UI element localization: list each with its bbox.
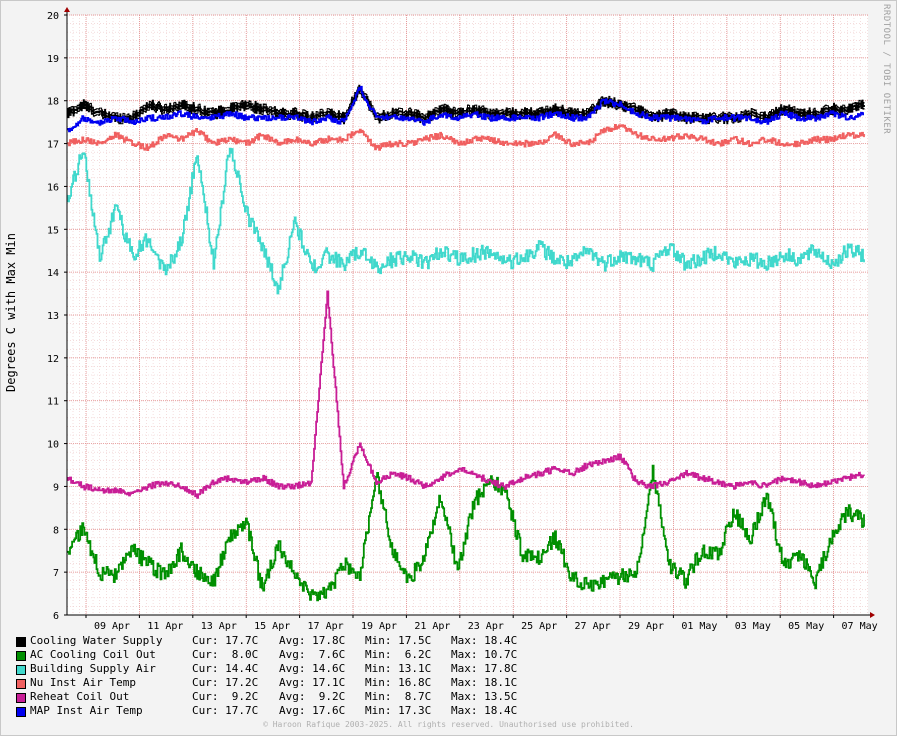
y-axis-label: Degrees C with Max Min (4, 233, 18, 392)
x-tick-label: 03 May (735, 621, 771, 632)
legend-avg-value: Avg: 17.8C (279, 634, 346, 647)
y-tick-label: 20 (47, 11, 59, 22)
legend-max-value: Max: 10.7C (451, 648, 518, 661)
legend-avg-value: Avg: 14.6C (279, 662, 346, 675)
y-tick-label: 12 (47, 354, 59, 365)
y-tick-label: 7 (53, 568, 59, 579)
y-tick-label: 16 (47, 182, 59, 193)
legend-min-value: Min: 17.5C (365, 634, 432, 647)
legend-avg-value: Avg: 17.1C (279, 676, 346, 689)
x-tick-label: 27 Apr (575, 621, 611, 632)
legend-cur-value: Cur: 9.2C (192, 690, 259, 703)
legend-cur-value: Cur: 17.7C (192, 634, 259, 647)
legend-swatch (16, 707, 26, 717)
axes: 6 7 8 9 10 11 12 13 14 15 16 17 18 19 20 09 Apr 11 Apr 13… (47, 7, 878, 632)
legend-max-value: Max: 13.5C (451, 690, 518, 703)
copyright-notice: © Haroon Rafique 2003-2025. All rights r… (263, 720, 634, 729)
x-tick-label: 07 May (842, 621, 878, 632)
legend-min-value: Min: 8.7C (365, 690, 432, 703)
y-tick-label: 19 (47, 54, 59, 65)
rrdtool-watermark: RRDTOOL / TOBI OETIKER (881, 4, 891, 135)
legend-cur-value: Cur: 14.4C (192, 662, 259, 675)
legend-min-value: Min: 16.8C (365, 676, 432, 689)
legend-series-name: MAP Inst Air Temp (30, 704, 143, 717)
x-tick-label: 01 May (681, 621, 717, 632)
legend-series-name: Nu Inst Air Temp (30, 676, 136, 689)
legend-swatch (16, 693, 26, 703)
legend-min-value: Min: 17.3C (365, 704, 432, 717)
y-tick-label: 8 (53, 525, 59, 536)
series-line-map-inst-air-temp (67, 85, 864, 133)
legend-cur-value: Cur: 17.7C (192, 704, 259, 717)
y-tick-label: 17 (47, 140, 59, 151)
y-tick-label: 13 (47, 311, 59, 322)
legend-min-value: Min: 13.1C (365, 662, 432, 675)
legend-series-name: Cooling Water Supply (30, 634, 163, 647)
x-axis-arrow (870, 612, 875, 618)
x-tick-label: 17 Apr (308, 621, 344, 632)
series-line-reheat-coil-out (67, 290, 865, 499)
legend-swatch (16, 665, 26, 675)
legend-swatch (16, 637, 26, 647)
y-tick-label: 10 (47, 440, 59, 451)
legend-swatch (16, 679, 26, 689)
x-tick-label: 11 Apr (147, 621, 183, 632)
x-tick-label: 25 Apr (521, 621, 557, 632)
y-axis-arrow (64, 7, 70, 12)
y-tick-label: 15 (47, 225, 59, 236)
x-tick-label: 21 Apr (414, 621, 450, 632)
legend-min-value: Min: 6.2C (365, 648, 432, 661)
legend-series-name: Building Supply Air (30, 662, 156, 675)
y-tick-label: 9 (53, 482, 59, 493)
series-line-building-supply-air (67, 147, 865, 295)
series-layer (67, 84, 865, 602)
x-tick-label: 15 Apr (254, 621, 290, 632)
x-tick-label: 29 Apr (628, 621, 664, 632)
series-line-nu-inst-air-temp (67, 124, 865, 151)
legend-avg-value: Avg: 9.2C (279, 690, 346, 703)
y-tick-label: 6 (53, 611, 59, 622)
y-tick-label: 18 (47, 97, 59, 108)
x-tick-label: 09 Apr (94, 621, 130, 632)
legend-series-name: Reheat Coil Out (30, 690, 130, 703)
legend-series-name: AC Cooling Coil Out (30, 648, 156, 661)
legend-avg-value: Avg: 17.6C (279, 704, 346, 717)
x-tick-label: 13 Apr (201, 621, 237, 632)
x-tick-label: 05 May (788, 621, 824, 632)
x-tick-label: 23 Apr (468, 621, 504, 632)
legend-max-value: Max: 17.8C (451, 662, 518, 675)
legend-max-value: Max: 18.4C (451, 704, 518, 717)
y-tick-label: 11 (47, 397, 59, 408)
legend-cur-value: Cur: 17.2C (192, 676, 259, 689)
legend-cur-value: Cur: 8.0C (192, 648, 259, 661)
legend-avg-value: Avg: 7.6C (279, 648, 346, 661)
y-tick-label: 14 (47, 268, 59, 279)
legend-max-value: Max: 18.1C (451, 676, 518, 689)
x-tick-label: 19 Apr (361, 621, 397, 632)
series-line-ac-cooling-coil-out (67, 464, 865, 602)
legend-swatch (16, 651, 26, 661)
legend-max-value: Max: 18.4C (451, 634, 518, 647)
